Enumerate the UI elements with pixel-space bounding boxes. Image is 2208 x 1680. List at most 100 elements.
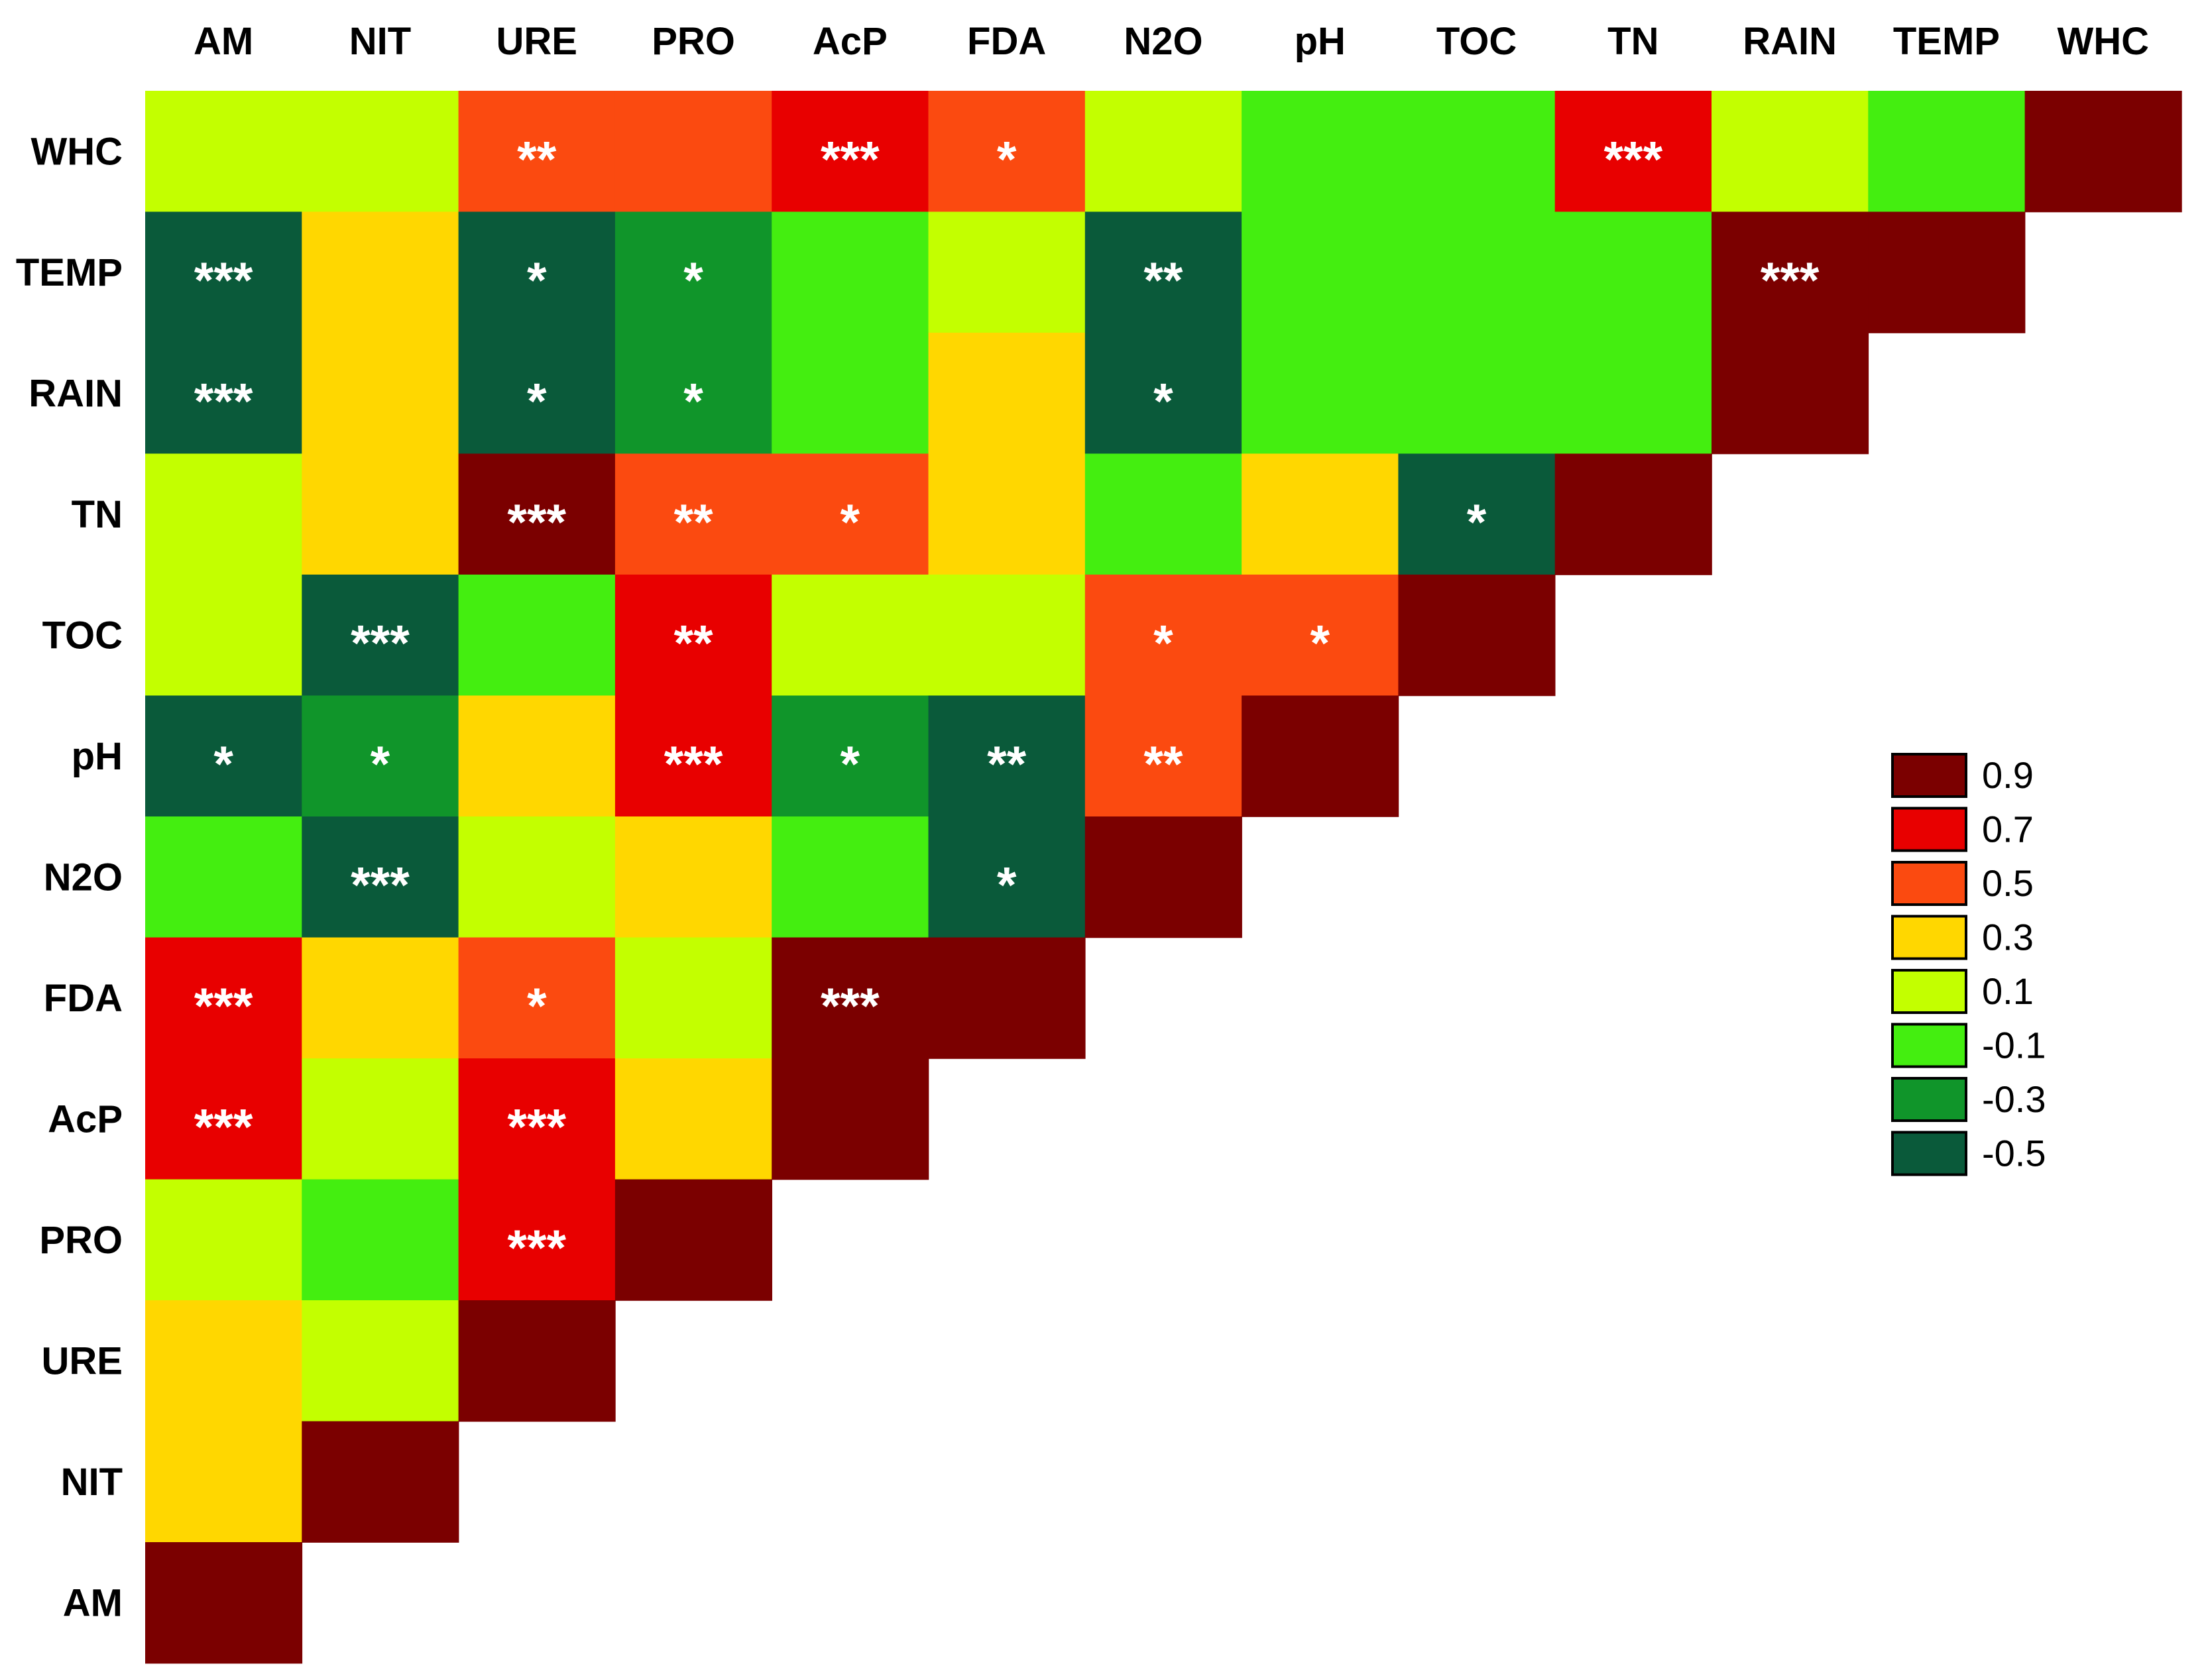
column-label-ph: pH [1295, 20, 1346, 63]
heatmap-cell-n2o-pro [614, 816, 772, 938]
significance-mark: *** [194, 373, 253, 429]
significance-mark: *** [821, 131, 880, 188]
legend-label: 0.1 [1982, 970, 2034, 1012]
column-label-temp: TEMP [1893, 20, 2000, 63]
legend-swatch [1891, 969, 1967, 1014]
heatmap-cell-toc-toc [1398, 575, 1556, 697]
heatmap-cell-toc-pro [614, 575, 772, 697]
heatmap-cell-nit-am [145, 1421, 303, 1543]
row-label-temp: TEMP [16, 251, 123, 294]
significance-mark: * [527, 252, 547, 309]
row-label-tn: TN [72, 493, 123, 536]
heatmap-cell-n2o-fda [928, 816, 1086, 938]
significance-mark: * [213, 736, 233, 793]
heatmap-cell-ph-acp [772, 695, 929, 817]
column-labels: AM NIT URE PRO AcP FDA N2O pH TOC TN RAIN TEMP WHC [194, 20, 2149, 63]
heatmap-cells [145, 91, 2182, 1664]
legend-swatch [1891, 807, 1967, 852]
significance-mark: *** [507, 494, 566, 551]
significance-mark: * [1153, 615, 1173, 671]
legend-label: 0.3 [1982, 917, 2034, 958]
heatmap-cell-rain-n2o [1084, 333, 1242, 455]
heatmap-cell-ph-fda [928, 695, 1086, 817]
heatmap-cell-fda-fda [928, 937, 1086, 1059]
heatmap-cell-rain-am [145, 333, 303, 455]
heatmap-cell-ph-nit [302, 695, 459, 817]
heatmap-cell-rain-rain [1712, 333, 1869, 455]
significance-mark: *** [351, 615, 410, 671]
heatmap-cell-rain-fda [928, 333, 1086, 455]
legend-label: 0.9 [1982, 754, 2034, 796]
legend-swatch [1891, 861, 1967, 906]
significance-mark: * [1467, 494, 1487, 551]
heatmap-cell-n2o-am [145, 816, 303, 938]
heatmap-cell-pro-am [145, 1179, 303, 1301]
heatmap-cell-ph-n2o [1084, 695, 1242, 817]
column-label-pro: PRO [652, 20, 735, 63]
significance-mark: * [997, 857, 1017, 913]
heatmap-cell-toc-fda [928, 575, 1086, 697]
heatmap-cell-pro-nit [302, 1179, 459, 1301]
heatmap-cell-whc-whc [2024, 91, 2182, 213]
heatmap-cell-toc-ph [1242, 575, 1399, 697]
significance-mark: ** [517, 131, 557, 188]
heatmap-cell-ure-am [145, 1300, 303, 1422]
heatmap-cell-whc-toc [1398, 91, 1556, 213]
heatmap-cell-tn-tn [1554, 453, 1712, 575]
row-label-ure: URE [42, 1339, 123, 1382]
heatmap-cell-n2o-ure [458, 816, 616, 938]
significance-mark: * [1310, 615, 1330, 671]
heatmap-cell-acp-nit [302, 1058, 459, 1180]
column-label-am: AM [194, 20, 253, 63]
heatmap-cell-nit-nit [302, 1421, 459, 1543]
heatmap-cell-tn-nit [302, 453, 459, 575]
heatmap-cell-pro-ure [458, 1179, 616, 1301]
heatmap-cell-whc-fda [928, 91, 1086, 213]
heatmap-cell-temp-ure [458, 211, 616, 333]
legend-label: 0.7 [1982, 809, 2034, 850]
row-label-am: AM [63, 1581, 123, 1624]
row-label-acp: AcP [48, 1097, 123, 1141]
heatmap-cell-tn-ph [1242, 453, 1399, 575]
significance-mark: *** [1761, 252, 1820, 309]
significance-mark: * [683, 373, 703, 429]
heatmap-cell-fda-am [145, 937, 303, 1059]
heatmap-cell-rain-nit [302, 333, 459, 455]
column-label-acp: AcP [813, 20, 888, 63]
heatmap-cell-ph-am [145, 695, 303, 817]
row-label-fda: FDA [44, 977, 123, 1020]
heatmap-cell-acp-pro [614, 1058, 772, 1180]
row-label-n2o: N2O [44, 856, 123, 899]
heatmap-cell-tn-fda [928, 453, 1086, 575]
heatmap-cell-whc-ph [1242, 91, 1399, 213]
heatmap-cell-tn-acp [772, 453, 929, 575]
heatmap-cell-toc-acp [772, 575, 929, 697]
heatmap-cell-ure-ure [458, 1300, 616, 1422]
heatmap-cell-tn-pro [614, 453, 772, 575]
legend-swatch [1891, 1131, 1967, 1176]
legend-label: -0.5 [1982, 1133, 2046, 1174]
heatmap-cell-whc-pro [614, 91, 772, 213]
significance-mark: ** [673, 494, 713, 551]
significance-marks: ** *** * ****** * * ** ****** * * **** ** * **** ** * **… [194, 131, 1820, 1276]
heatmap-cell-whc-nit [302, 91, 459, 213]
significance-mark: * [527, 978, 547, 1035]
significance-mark: ** [1143, 736, 1183, 793]
legend-swatch [1891, 1077, 1967, 1122]
heatmap-cell-temp-am [145, 211, 303, 333]
legend-label: -0.3 [1982, 1078, 2046, 1120]
heatmap-cell-whc-tn [1554, 91, 1712, 213]
heatmap-cell-tn-am [145, 453, 303, 575]
heatmap-cell-am-am [145, 1542, 303, 1664]
significance-mark: ** [673, 615, 713, 671]
heatmap-cell-ph-ph [1242, 695, 1399, 817]
significance-mark: ** [987, 736, 1027, 793]
heatmap-cell-rain-acp [772, 333, 929, 455]
significance-mark: * [841, 736, 860, 793]
significance-mark: *** [194, 1099, 253, 1155]
heatmap-cell-rain-tn [1554, 333, 1712, 455]
heatmap-cell-whc-rain [1712, 91, 1869, 213]
row-label-rain: RAIN [29, 372, 123, 415]
heatmap-cell-temp-ph [1242, 211, 1399, 333]
heatmap-cell-toc-am [145, 575, 303, 697]
